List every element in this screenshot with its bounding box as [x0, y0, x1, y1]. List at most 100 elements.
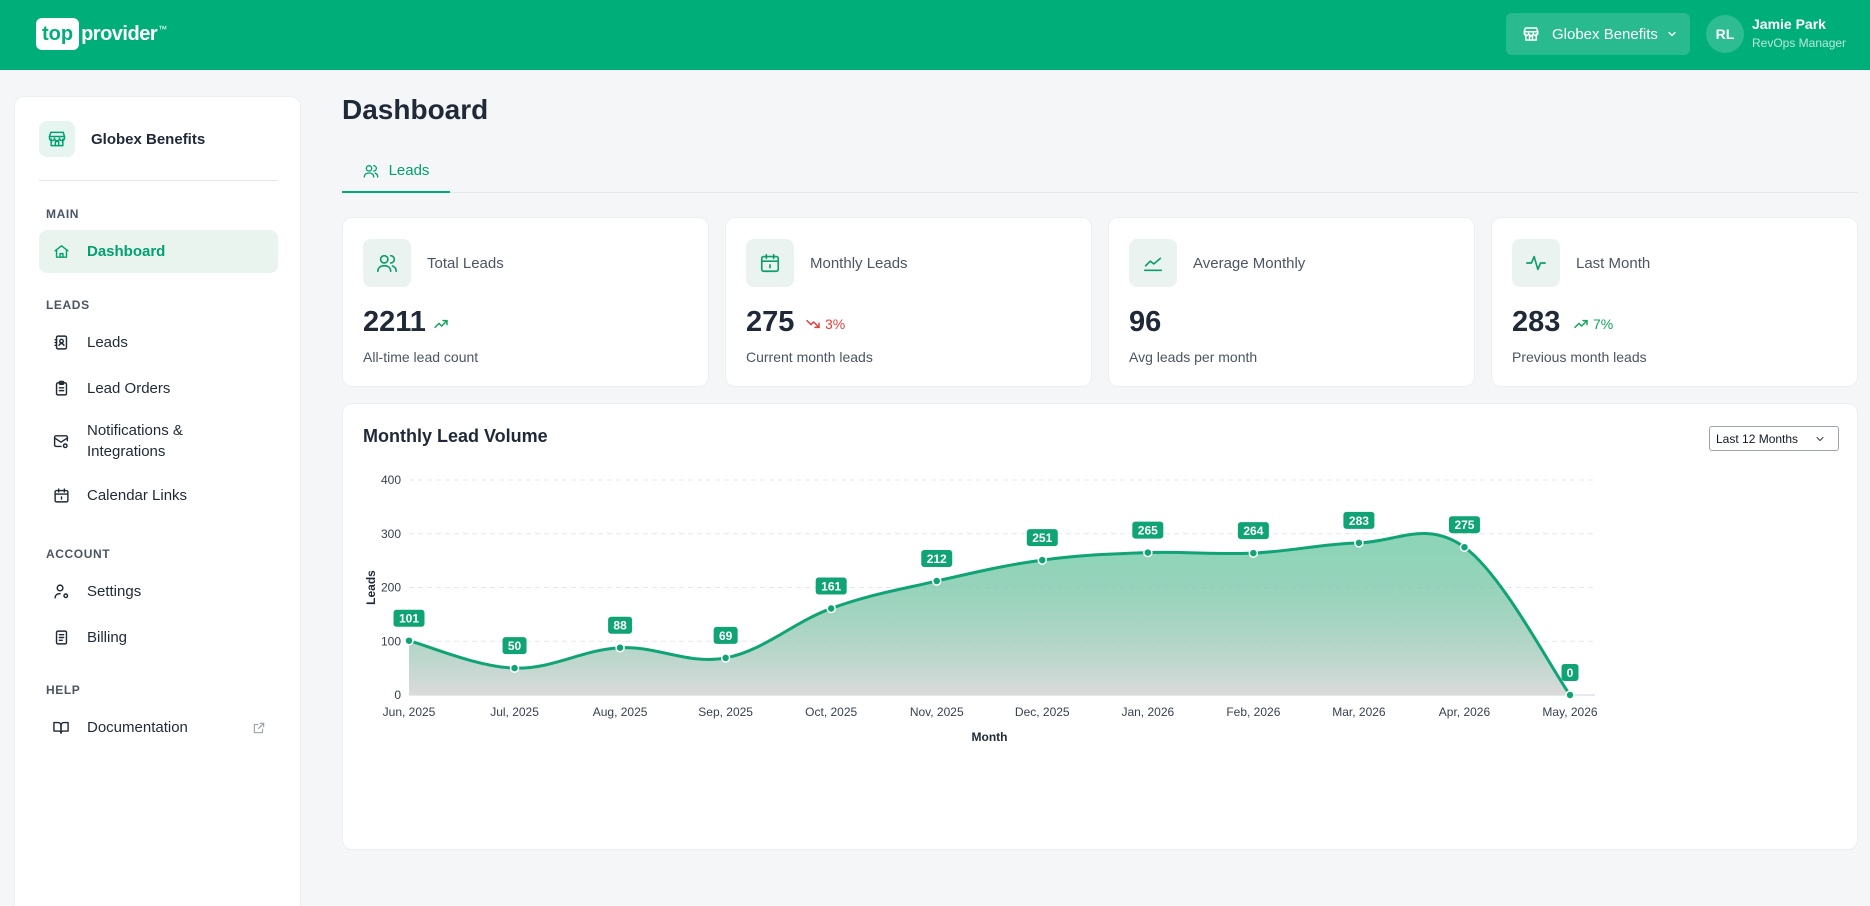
- stat-value: 2211: [363, 306, 426, 338]
- sidebar-divider: [39, 180, 278, 181]
- receipt-icon: [51, 629, 71, 646]
- sidebar-item-leads[interactable]: Leads: [39, 321, 278, 364]
- sidebar-item-label: Notifications & Integrations: [87, 422, 183, 460]
- stat-description: All-time lead count: [363, 349, 479, 365]
- data-point[interactable]: [720, 653, 731, 663]
- chart-card: Monthly Lead Volume Last 12 Months 0 100 2…: [342, 403, 1858, 850]
- sidebar-item-label: Documentation: [87, 719, 188, 736]
- home-icon: [51, 243, 71, 260]
- sidebar-item-label: Settings: [87, 583, 142, 600]
- organization-switcher[interactable]: Globex Benefits: [1506, 13, 1690, 55]
- sidebar-item-notifications-integrations[interactable]: Notifications & Integrations: [39, 413, 278, 469]
- stat-label: Monthly Leads: [810, 255, 908, 272]
- sidebar-item-label: Leads: [87, 334, 128, 351]
- stat-value: 283: [1512, 306, 1561, 338]
- sidebar-section-leads: LEADS: [46, 298, 90, 312]
- data-label: 0: [1561, 664, 1579, 681]
- calendar-icon: [746, 239, 794, 287]
- data-point[interactable]: [1143, 547, 1153, 558]
- sidebar-item-settings[interactable]: Settings: [39, 570, 278, 613]
- sidebar-item-calendar-links[interactable]: Calendar Links: [39, 474, 278, 517]
- stat-card-monthly-leads: Monthly Leads 275 3% Current month leads: [725, 217, 1092, 387]
- sidebar-item-lead-orders[interactable]: Lead Orders: [39, 367, 278, 410]
- stat-description: Previous month leads: [1512, 349, 1647, 365]
- sidebar-item-billing[interactable]: Billing: [39, 616, 278, 659]
- trend-percent: 3%: [825, 316, 846, 332]
- x-tick-label: Feb, 2026: [1226, 705, 1280, 719]
- x-tick-label: Aug, 2025: [593, 705, 648, 719]
- data-point[interactable]: [1565, 690, 1575, 700]
- y-axis-label: Leads: [364, 570, 378, 605]
- logo-text: provider: [81, 22, 158, 45]
- data-point[interactable]: [615, 642, 625, 653]
- data-point[interactable]: [509, 663, 520, 673]
- x-tick-label: May, 2026: [1542, 705, 1597, 719]
- sidebar: Globex Benefits MAIN Dashboard LEADS Lea…: [14, 96, 301, 906]
- stat-description: Avg leads per month: [1129, 349, 1258, 365]
- tab-leads[interactable]: Leads: [342, 150, 450, 193]
- svg-text:101: 101: [399, 612, 419, 626]
- trend-percent: 7%: [1593, 316, 1614, 332]
- data-point[interactable]: [1037, 555, 1048, 565]
- data-point[interactable]: [1459, 542, 1470, 552]
- svg-text:251: 251: [1032, 531, 1052, 545]
- sidebar-item-documentation[interactable]: Documentation: [39, 706, 278, 749]
- sidebar-item-label: Billing: [87, 629, 128, 646]
- data-point[interactable]: [931, 576, 942, 586]
- date-range-select-value: Last 12 Months: [1716, 431, 1799, 446]
- svg-text:69: 69: [719, 629, 733, 643]
- users-icon: [363, 239, 411, 287]
- sidebar-section-main: MAIN: [46, 207, 80, 221]
- data-label: 283: [1343, 511, 1375, 529]
- data-point[interactable]: [1248, 548, 1259, 558]
- avatar[interactable]: RL: [1706, 15, 1744, 53]
- data-label: 69: [713, 626, 738, 644]
- svg-text:50: 50: [508, 639, 522, 653]
- clipboard-list-icon: [51, 380, 71, 397]
- svg-text:88: 88: [613, 619, 627, 633]
- sidebar-item-label: Dashboard: [87, 243, 166, 260]
- user-settings-icon: [51, 583, 71, 600]
- svg-text:275: 275: [1454, 518, 1474, 532]
- organization-switcher-label: Globex Benefits: [1552, 25, 1658, 43]
- x-tick-label: Sep, 2025: [698, 705, 753, 719]
- x-axis-label: Month: [972, 730, 1008, 744]
- sidebar-item-dashboard[interactable]: Dashboard: [39, 230, 278, 273]
- data-point[interactable]: [826, 603, 836, 614]
- x-tick-label: Mar, 2026: [1332, 705, 1386, 719]
- stat-label: Total Leads: [427, 255, 504, 272]
- tab-bar: Leads: [342, 150, 1858, 193]
- user-name[interactable]: Jamie Park: [1752, 16, 1826, 32]
- y-tick-label: 200: [381, 581, 401, 595]
- calendar-icon: [51, 487, 71, 504]
- store-icon: [1523, 27, 1539, 41]
- users-icon: [363, 164, 378, 178]
- stat-value: 275: [746, 306, 795, 338]
- data-label: 50: [502, 637, 527, 655]
- data-label: 161: [815, 577, 847, 595]
- x-tick-label: Nov, 2025: [910, 705, 964, 719]
- x-tick-label: Jun, 2025: [383, 705, 436, 719]
- data-point[interactable]: [1354, 538, 1364, 548]
- store-icon: [39, 121, 75, 157]
- data-label: 251: [1026, 529, 1058, 547]
- area-fill: [409, 533, 1570, 695]
- external-link-icon: [253, 722, 265, 733]
- stat-description: Current month leads: [746, 349, 873, 365]
- lead-volume-chart: 0 100 200 300 400 Jun, 2025 Jul, 2025 Aug, 202…: [364, 473, 1598, 744]
- logo[interactable]: top provider ™: [36, 18, 167, 50]
- trending-down-icon: [806, 319, 820, 329]
- sidebar-organization-name: Globex Benefits: [91, 130, 206, 148]
- chart-title: Monthly Lead Volume: [363, 426, 548, 446]
- data-label: 101: [393, 609, 425, 627]
- trend-indicator: 7%: [1573, 316, 1613, 332]
- chevron-down-icon: [1816, 436, 1824, 442]
- stat-value: 96: [1129, 306, 1162, 338]
- data-label: 265: [1132, 521, 1164, 539]
- stat-label: Average Monthly: [1193, 255, 1306, 272]
- data-point[interactable]: [404, 635, 414, 646]
- x-tick-label: Dec, 2025: [1015, 705, 1070, 719]
- trend-indicator: 3%: [805, 316, 845, 332]
- svg-text:283: 283: [1349, 514, 1369, 528]
- date-range-select[interactable]: Last 12 Months: [1709, 426, 1839, 451]
